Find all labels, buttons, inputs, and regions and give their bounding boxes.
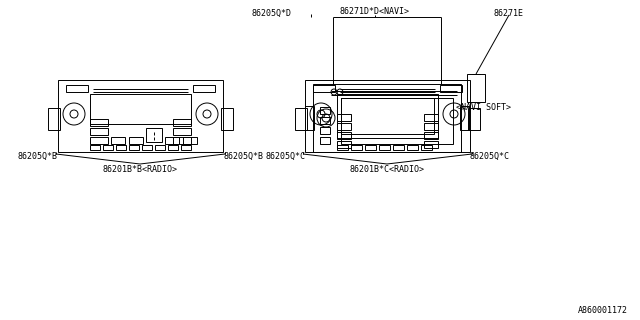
Text: 86205Q*C: 86205Q*C [470,151,510,161]
Bar [305,106,314,130]
Text: 86201B*C<RADIO>: 86201B*C<RADIO> [349,165,424,174]
Bar [48,108,60,130]
Bar [460,106,469,130]
Bar [365,145,376,150]
Text: 86205Q*C: 86205Q*C [265,151,305,161]
Bar [111,137,125,144]
Bar [337,123,351,130]
Bar [313,84,461,152]
Bar [320,127,330,134]
Bar [320,117,330,124]
Bar [337,145,348,150]
Bar [393,145,404,150]
Text: 86205Q*B: 86205Q*B [223,151,263,161]
Bar [407,145,418,150]
Bar [313,85,335,92]
Bar [320,137,330,144]
Bar [351,145,362,150]
Bar [341,98,434,134]
Bar [90,145,100,150]
Bar [337,114,351,121]
Bar [155,145,165,150]
Bar [90,137,108,144]
Bar [66,85,88,92]
Bar [424,141,438,148]
Text: 86271E: 86271E [494,9,524,18]
Bar [103,145,113,150]
Bar [165,137,179,144]
Bar [116,145,126,150]
Bar [58,80,223,152]
Bar [173,119,191,126]
Bar [295,108,307,130]
Bar [337,132,351,139]
Bar [379,145,390,150]
Text: 86271D*D<NAVI>: 86271D*D<NAVI> [340,7,410,17]
Bar [221,108,233,130]
Bar [320,107,330,114]
Bar [90,119,108,126]
Bar [305,80,470,152]
Bar [421,145,432,150]
Bar [337,94,438,138]
Bar [129,145,139,150]
Bar [337,141,351,148]
Bar [173,137,191,144]
Bar [90,94,191,124]
Bar [181,145,191,150]
Bar [129,137,143,144]
Bar [341,98,453,144]
Bar [90,128,108,135]
Bar [168,145,178,150]
Bar [424,114,438,121]
Text: A860001172: A860001172 [578,306,628,315]
Bar [467,74,485,102]
Bar [440,85,462,92]
Bar [468,108,480,130]
Bar [173,128,191,135]
Bar [424,132,438,139]
Text: 86201B*B<RADIO>: 86201B*B<RADIO> [102,165,177,174]
Text: 86205Q*B: 86205Q*B [18,151,58,161]
Bar [424,123,438,130]
Text: 86205Q*D: 86205Q*D [251,9,291,18]
Bar [146,128,162,142]
Bar [183,137,197,144]
Text: <NAVI SOFT>: <NAVI SOFT> [456,102,511,111]
Bar [193,85,215,92]
Bar [142,145,152,150]
